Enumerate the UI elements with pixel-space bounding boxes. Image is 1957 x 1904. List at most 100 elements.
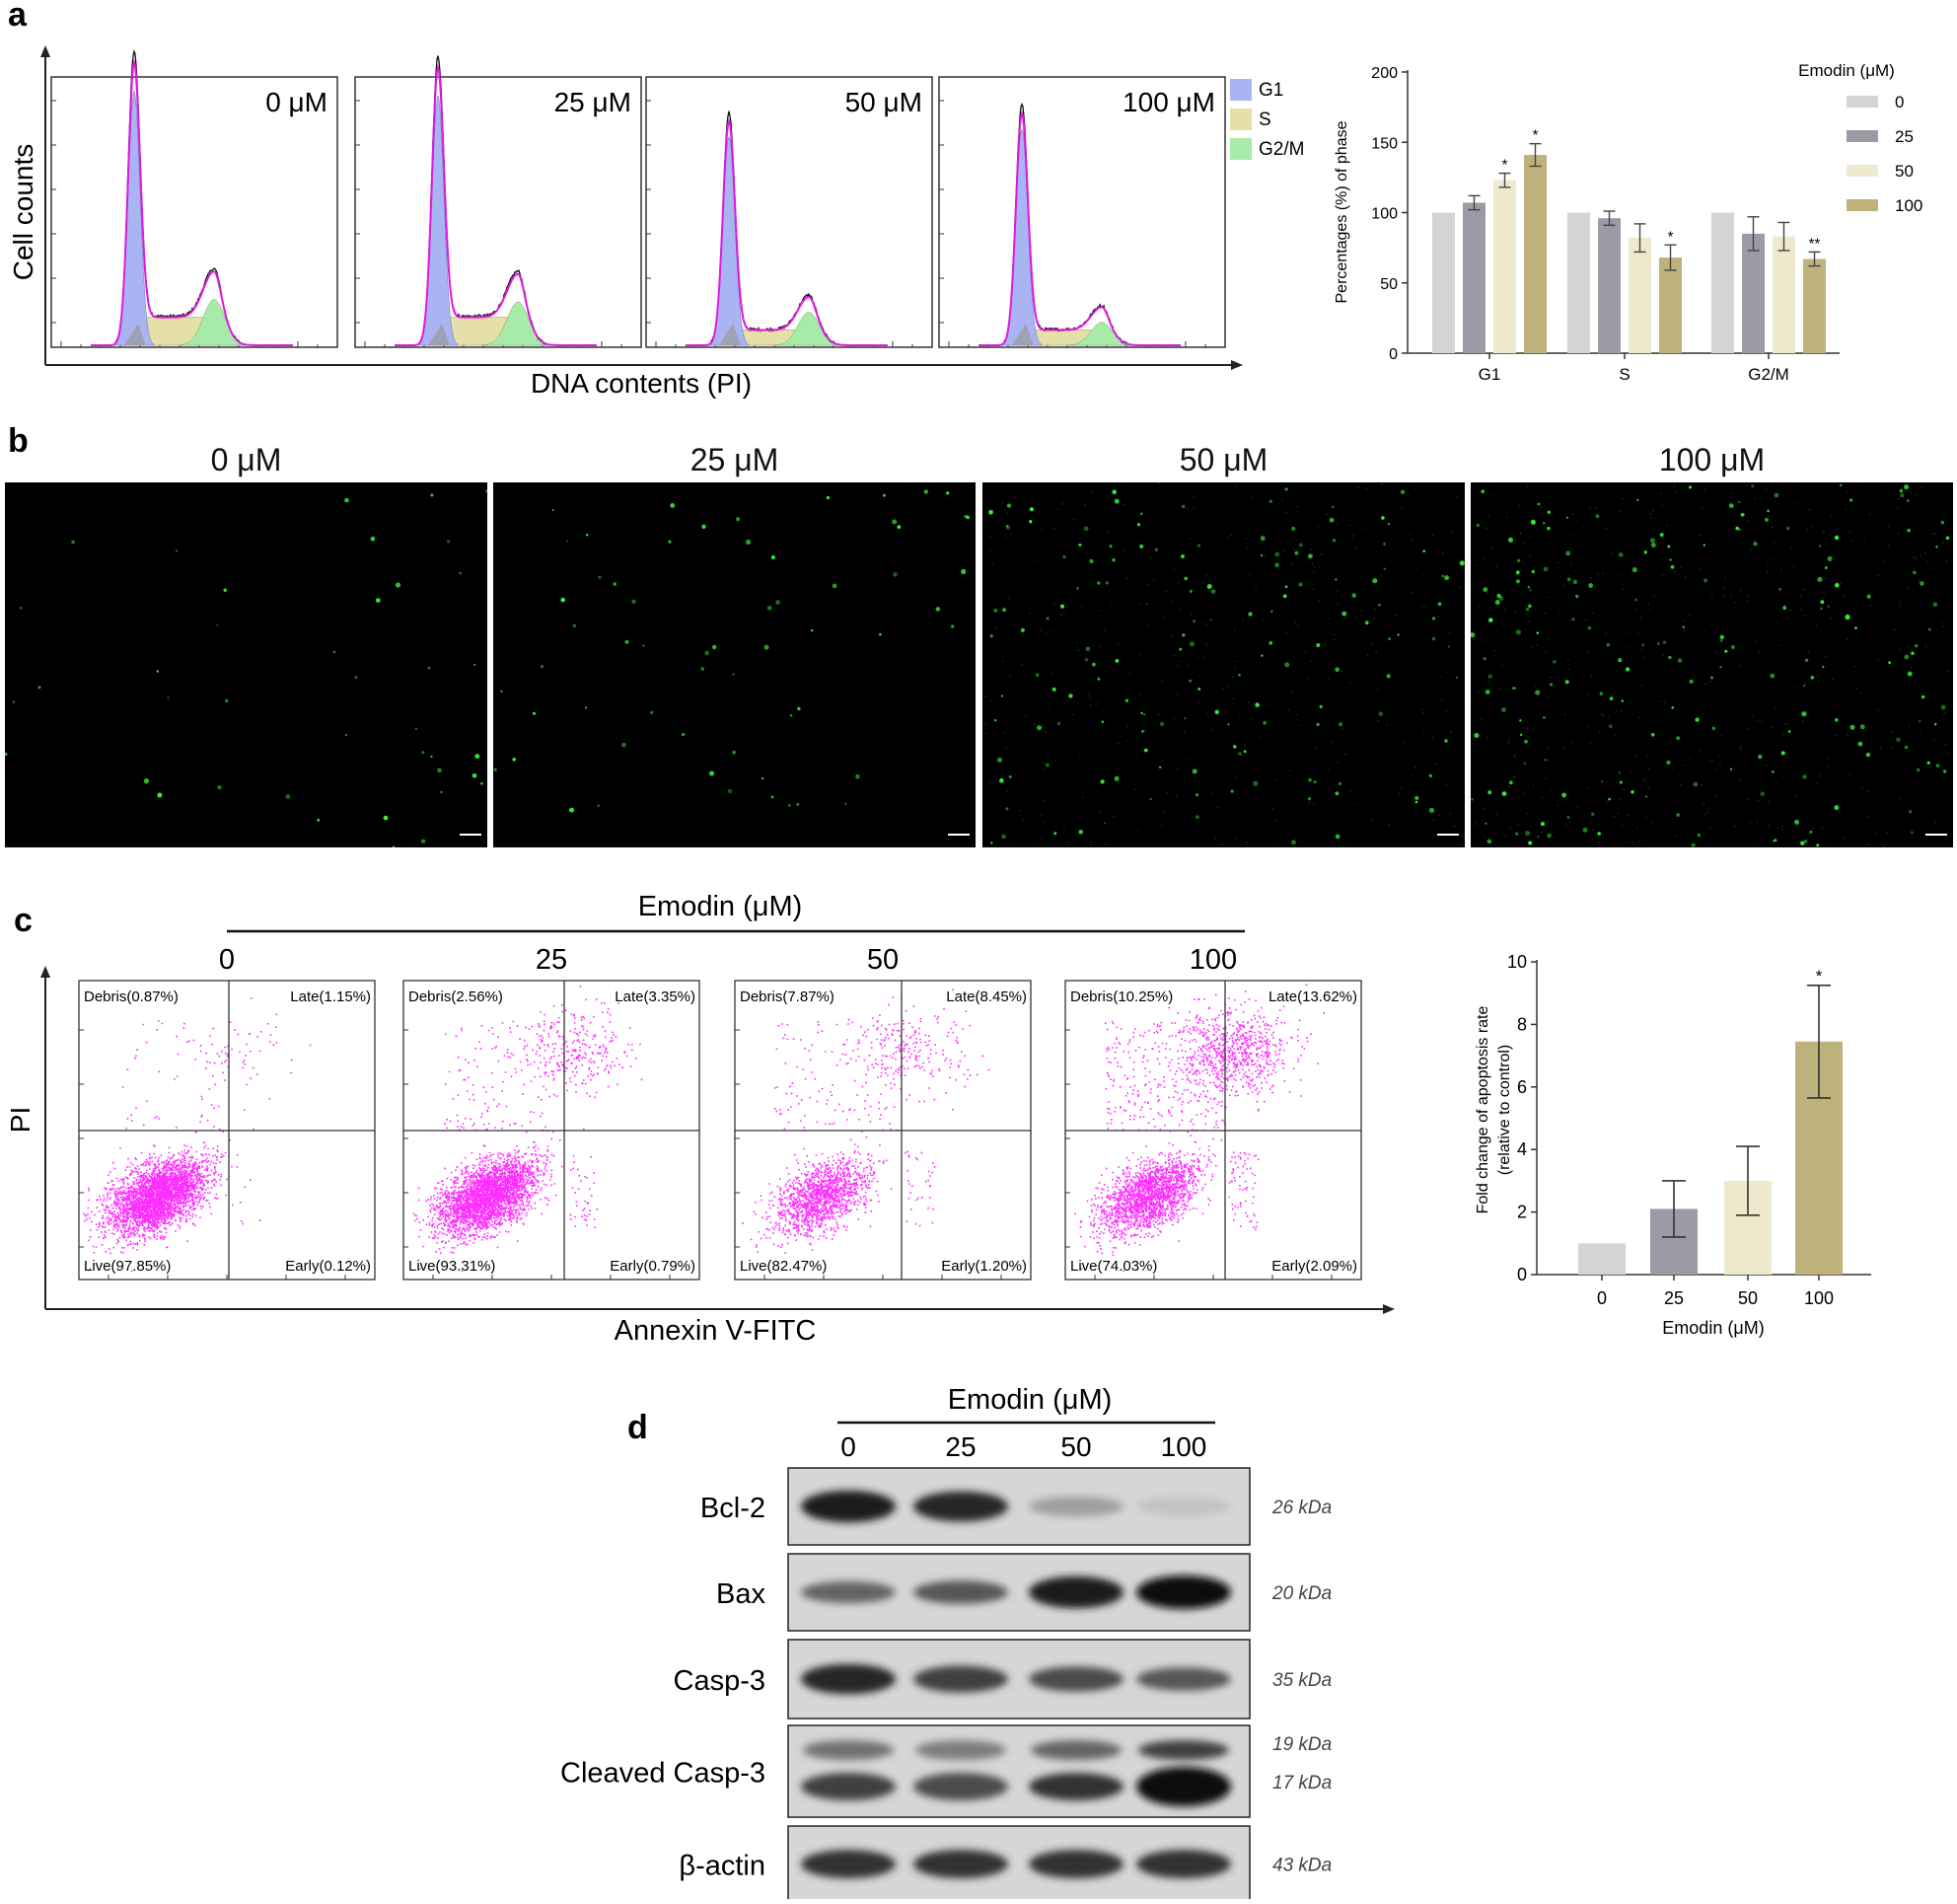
faint-cell: [1740, 748, 1742, 751]
bar-chart-category-label: G1: [1479, 365, 1501, 384]
faint-cell: [1766, 488, 1768, 490]
faint-cell: [1794, 795, 1796, 798]
faint-cell: [1170, 635, 1173, 637]
faint-cell: [1041, 837, 1044, 840]
green-cell: [1571, 618, 1575, 622]
green-cell: [1909, 810, 1913, 814]
faint-cell: [1424, 605, 1426, 608]
green-cell: [1414, 795, 1419, 800]
green-cell: [569, 807, 574, 813]
green-cell: [1765, 517, 1769, 522]
faint-cell: [1758, 651, 1760, 653]
scatter-plot: 50 Debris(7.87%) Late(8.45%) Live(82.47%) Ea…: [734, 944, 1032, 1281]
green-cell: [344, 497, 349, 503]
faint-cell: [1706, 811, 1708, 813]
green-cell: [746, 539, 752, 545]
faint-cell: [1750, 549, 1752, 550]
faint-cell: [1412, 591, 1413, 594]
quadrant-label-live: Live(93.31%): [408, 1258, 495, 1275]
faint-cell: [1739, 746, 1742, 748]
faint-cell: [1910, 492, 1912, 494]
faint-cell: [1157, 482, 1160, 484]
faint-cell: [1812, 828, 1814, 830]
green-cell: [966, 515, 970, 520]
faint-cell: [1523, 542, 1526, 545]
faint-cell: [1909, 671, 1911, 673]
faint-cell: [1053, 832, 1055, 834]
green-cell: [225, 698, 229, 702]
faint-cell: [1189, 538, 1191, 540]
annexin-scatter-plots: Emodin (μM) PI Annexin V-FITC 0 Debris(0.…: [5, 891, 1395, 1347]
green-cell: [621, 742, 626, 748]
green-cell: [1703, 544, 1705, 547]
green-cell: [1078, 543, 1082, 547]
histogram-frame: [50, 76, 338, 348]
green-cell: [883, 493, 886, 497]
faint-cell: [1589, 743, 1592, 745]
faint-cell: [1479, 605, 1481, 607]
green-cell: [1144, 748, 1148, 753]
green-cell: [71, 540, 75, 545]
quadrant-label-debris: Debris(2.56%): [408, 989, 503, 1005]
green-cell: [1940, 704, 1946, 710]
green-cell: [1381, 516, 1385, 520]
faint-cell: [1340, 670, 1342, 673]
green-cell: [1255, 702, 1260, 707]
faint-cell: [1486, 527, 1487, 530]
blot-band: [801, 1490, 896, 1523]
faint-cell: [1450, 730, 1452, 733]
faint-cell: [1738, 665, 1741, 668]
faint-cell: [988, 781, 991, 783]
faint-cell: [1333, 634, 1336, 636]
faint-cell: [1412, 774, 1413, 777]
green-cell: [1471, 798, 1474, 801]
faint-cell: [1722, 595, 1724, 598]
faint-cell: [1336, 590, 1339, 592]
green-cell: [1184, 716, 1187, 720]
faint-cell: [1360, 610, 1363, 612]
faint-cell: [1827, 757, 1830, 760]
green-cell: [1114, 498, 1120, 504]
chart-c-y-label-2: (relative to control): [1496, 1045, 1513, 1176]
green-cell: [1140, 711, 1143, 714]
histogram-fit-line: [395, 63, 597, 346]
faint-cell: [1767, 523, 1769, 525]
green-cell: [1625, 667, 1631, 672]
green-cell: [1182, 633, 1186, 637]
faint-cell: [1545, 651, 1548, 654]
green-cell: [761, 777, 764, 780]
faint-cell: [1701, 783, 1703, 786]
legend-label: 100: [1895, 196, 1922, 215]
green-cell: [430, 755, 433, 758]
green-cell: [1537, 836, 1540, 839]
faint-cell: [1780, 825, 1783, 828]
faint-cell: [1557, 610, 1559, 613]
faint-cell: [1532, 784, 1535, 787]
faint-cell: [1196, 780, 1198, 782]
faint-cell: [1288, 708, 1290, 711]
faint-cell: [1264, 554, 1266, 556]
faint-cell: [985, 723, 987, 725]
faint-cell: [1120, 735, 1122, 737]
faint-cell: [1165, 590, 1168, 593]
histogram-dose-label: 100 μM: [1123, 87, 1215, 117]
faint-cell: [1271, 808, 1273, 810]
faint-cell: [1313, 571, 1315, 574]
green-cell: [797, 706, 801, 711]
green-cell: [1141, 730, 1144, 733]
green-cell: [1772, 770, 1775, 773]
green-cell: [1422, 549, 1425, 552]
green-cell: [1778, 587, 1781, 591]
green-cell: [1618, 658, 1623, 663]
faint-cell: [1461, 844, 1463, 846]
faint-cell: [1662, 653, 1664, 656]
faint-cell: [1915, 572, 1917, 575]
green-cell: [1308, 777, 1312, 782]
faint-cell: [1591, 821, 1593, 823]
faint-cell: [1815, 624, 1818, 626]
green-cell: [512, 758, 516, 762]
faint-cell: [1178, 557, 1181, 559]
faint-cell: [1699, 568, 1702, 570]
green-cell: [37, 686, 41, 690]
faint-cell: [1001, 501, 1004, 504]
